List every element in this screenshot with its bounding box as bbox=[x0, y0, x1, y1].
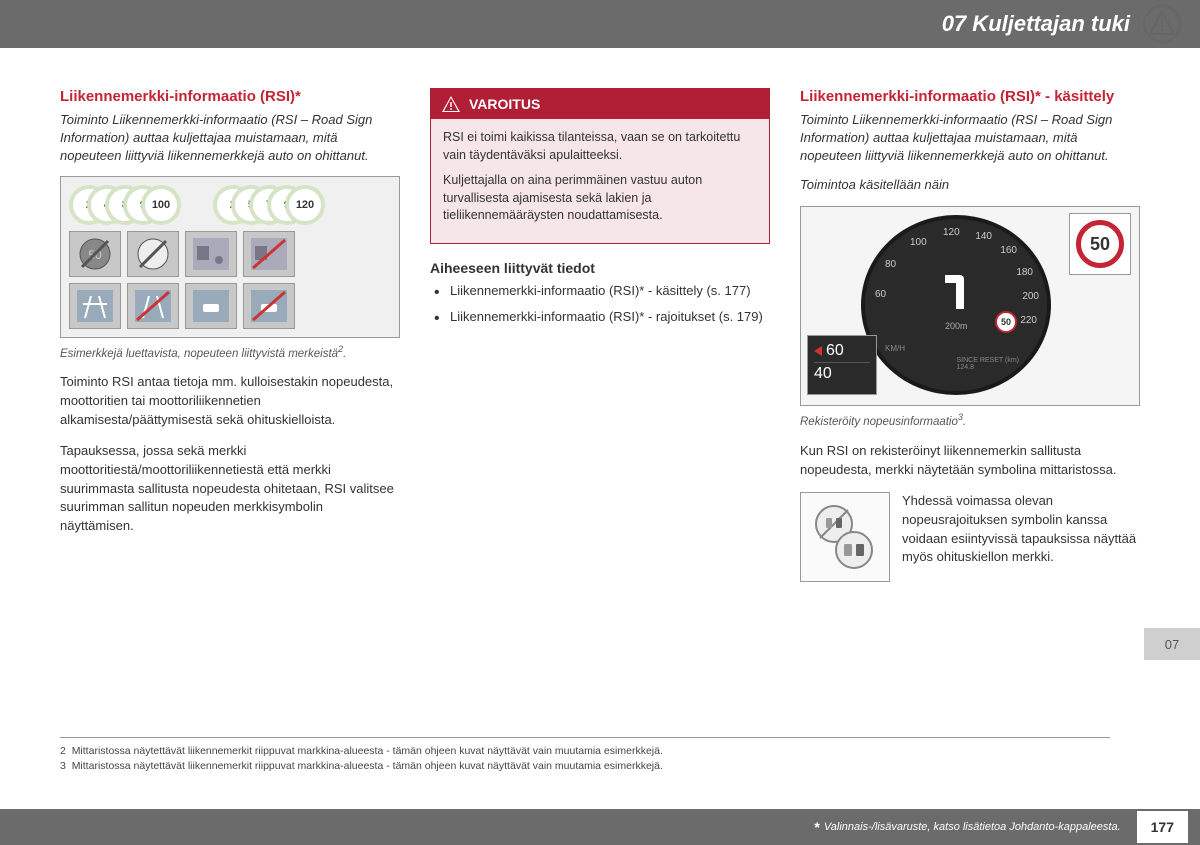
footnote: 3 Mittaristossa näytettävät liikennemerk… bbox=[60, 759, 1110, 775]
section-intro: Toiminto Liikennemerkki-informaatio (RSI… bbox=[60, 111, 400, 166]
sign-expressway-end bbox=[243, 283, 295, 329]
callout-value: 40 bbox=[814, 363, 870, 383]
footer-star: * bbox=[814, 819, 819, 835]
page-number: 177 bbox=[1137, 811, 1188, 843]
sign-row-top: 2 4 8 9 100 2 5 7 9 120 bbox=[69, 185, 391, 225]
speed-sign: 120 bbox=[285, 185, 325, 225]
warning-text: Kuljettajalla on aina perimmäinen vastuu… bbox=[443, 172, 757, 225]
sign-end-limit: 50 bbox=[69, 231, 121, 277]
section-title: Liikennemerkki-informaatio (RSI)* - käsi… bbox=[800, 88, 1140, 105]
column-right: Liikennemerkki-informaatio (RSI)* - käsi… bbox=[800, 88, 1140, 582]
footer-note: Valinnais-/lisävaruste, katso lisätietoa… bbox=[824, 821, 1121, 833]
caption-text: Rekisteröity nopeusinformaatio bbox=[800, 416, 958, 428]
body-paragraph: Kun RSI on rekisteröinyt liikennemerkin … bbox=[800, 442, 1140, 480]
small-speed-sign: 50 bbox=[995, 311, 1017, 333]
section-intro: Toiminto Liikennemerkki-informaatio (RSI… bbox=[800, 111, 1140, 166]
warning-title: VAROITUS bbox=[469, 96, 540, 112]
body-paragraph: Yhdessä voimassa olevan nopeusrajoitukse… bbox=[902, 492, 1140, 567]
related-item: Liikennemerkki-informaatio (RSI)* - käsi… bbox=[430, 282, 770, 300]
body-paragraph: Toiminto RSI antaa tietoja mm. kulloises… bbox=[60, 373, 400, 430]
sign-residential-end bbox=[243, 231, 295, 277]
sign-motorway bbox=[69, 283, 121, 329]
warning-circle-icon bbox=[1142, 4, 1182, 44]
gauge-figure: 60 80 100 120 140 160 180 200 220 200m 5… bbox=[800, 206, 1140, 406]
related-item: Liikennemerkki-informaatio (RSI)* - rajo… bbox=[430, 308, 770, 326]
sub-intro: Toimintoa käsitellään näin bbox=[800, 176, 1140, 195]
footnote-text: Mittaristossa näytettävät liikennemerkit… bbox=[72, 745, 663, 757]
related-list: Liikennemerkki-informaatio (RSI)* - käsi… bbox=[430, 282, 770, 326]
overtaking-signs-icon bbox=[800, 492, 890, 582]
related-heading: Aiheeseen liittyvät tiedot bbox=[430, 260, 770, 276]
speedometer: 60 80 100 120 140 160 180 200 220 200m 5… bbox=[861, 215, 1051, 395]
chapter-title: 07 Kuljettajan tuki bbox=[942, 11, 1130, 37]
sign-expressway bbox=[185, 283, 237, 329]
sign-motorway-end bbox=[127, 283, 179, 329]
caption-text: Esimerkkejä luettavista, nopeuteen liitt… bbox=[60, 347, 338, 359]
sign-row-bot bbox=[69, 283, 391, 329]
footnote: 2 Mittaristossa näytettävät liikennemerk… bbox=[60, 744, 1110, 760]
signs-figure: 2 4 8 9 100 2 5 7 9 120 50 bbox=[60, 176, 400, 338]
caption-sup: 2 bbox=[338, 344, 343, 354]
nav-arrow-icon bbox=[935, 259, 985, 319]
figure-caption: Esimerkkejä luettavista, nopeuteen liitt… bbox=[60, 344, 400, 362]
sign-residential bbox=[185, 231, 237, 277]
warning-text: RSI ei toimi kaikissa tilanteissa, vaan … bbox=[443, 129, 757, 164]
warning-box: VAROITUS RSI ei toimi kaikissa tilanteis… bbox=[430, 88, 770, 244]
footnote-num: 3 bbox=[60, 760, 66, 772]
section-title: Liikennemerkki-informaatio (RSI)* bbox=[60, 88, 400, 105]
speed-sign-large: 50 bbox=[1076, 220, 1124, 268]
page-content: Liikennemerkki-informaatio (RSI)* Toimin… bbox=[0, 48, 1200, 592]
warning-header: VAROITUS bbox=[431, 89, 769, 119]
warning-body: RSI ei toimi kaikissa tilanteissa, vaan … bbox=[431, 119, 769, 243]
chapter-tab: 07 bbox=[1144, 628, 1200, 660]
sign-row-mid: 50 bbox=[69, 231, 391, 277]
sign-end-generic bbox=[127, 231, 179, 277]
body-paragraph: Tapauksessa, jossa sekä merkki moottorit… bbox=[60, 442, 400, 536]
figure-caption: Rekisteröity nopeusinformaatio3. bbox=[800, 412, 1140, 430]
footnotes: 2 Mittaristossa näytettävät liikennemerk… bbox=[60, 737, 1110, 776]
gauge-zoom-callout: 60 40 bbox=[807, 335, 877, 395]
column-middle: VAROITUS RSI ei toimi kaikissa tilanteis… bbox=[430, 88, 770, 582]
footnote-text: Mittaristossa näytettävät liikennemerkit… bbox=[72, 760, 663, 772]
speed-sign: 100 bbox=[141, 185, 181, 225]
callout-value: 60 bbox=[826, 342, 844, 360]
chapter-header: 07 Kuljettajan tuki bbox=[0, 0, 1200, 48]
inline-figure-row: Yhdessä voimassa olevan nopeusrajoitukse… bbox=[800, 492, 1140, 582]
caption-sup: 3 bbox=[958, 412, 963, 422]
column-left: Liikennemerkki-informaatio (RSI)* Toimin… bbox=[60, 88, 400, 582]
page-footer: * Valinnais-/lisävaruste, katso lisätiet… bbox=[0, 809, 1200, 845]
warning-triangle-icon bbox=[441, 95, 461, 113]
speed-callout: 50 bbox=[1069, 213, 1131, 275]
footnote-num: 2 bbox=[60, 745, 66, 757]
